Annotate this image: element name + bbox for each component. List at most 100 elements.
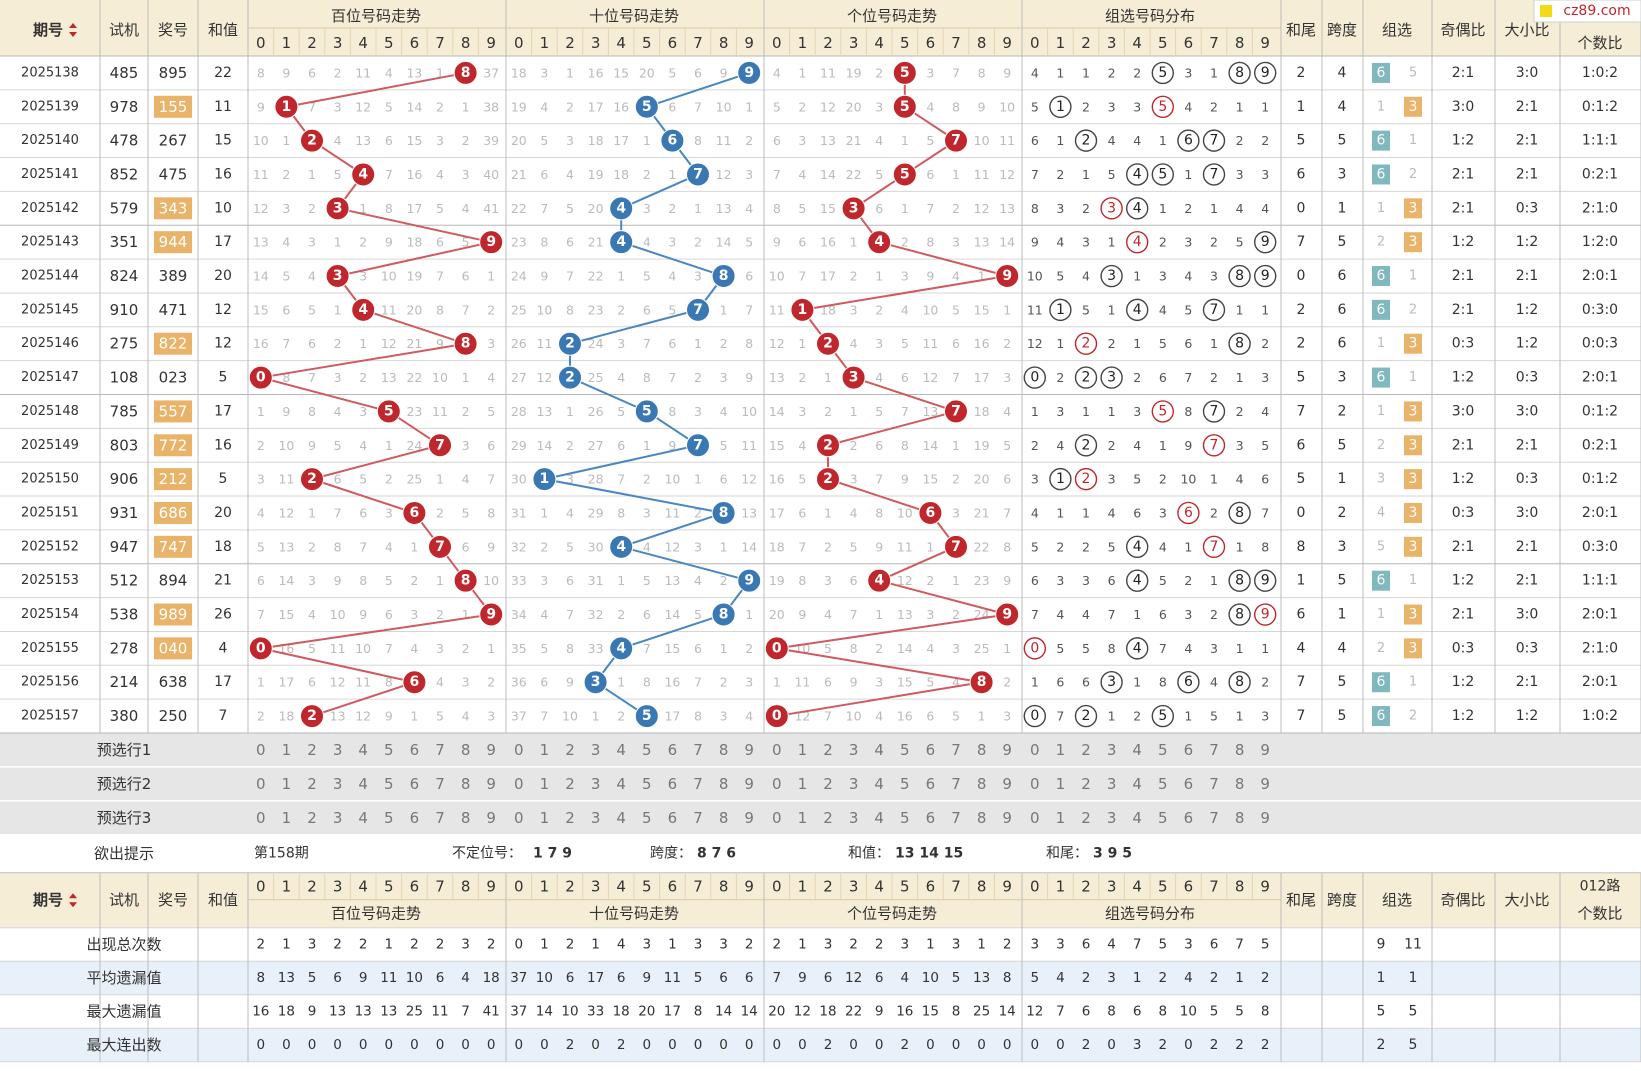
preselect-digit[interactable]: 1	[282, 809, 292, 827]
preselect-digit[interactable]: 3	[849, 809, 859, 827]
preselect-digit[interactable]: 9	[744, 775, 754, 793]
preselect-digit[interactable]: 4	[1132, 775, 1142, 793]
preselect-digit[interactable]: 6	[926, 809, 936, 827]
preselect-digit[interactable]: 5	[900, 775, 910, 793]
preselect-digit[interactable]: 2	[823, 741, 833, 759]
preselect-digit[interactable]: 5	[1158, 741, 1168, 759]
preselect-digit[interactable]: 6	[926, 741, 936, 759]
preselect-digit[interactable]: 0	[256, 809, 266, 827]
preselect-digit[interactable]: 2	[307, 809, 317, 827]
preselect-digit[interactable]: 2	[823, 809, 833, 827]
preselect-digit[interactable]: 3	[849, 741, 859, 759]
preselect-digit[interactable]: 1	[798, 809, 808, 827]
preselect-digit[interactable]: 2	[565, 775, 575, 793]
preselect-digit[interactable]: 3	[1107, 775, 1117, 793]
preselect-digit[interactable]: 1	[1056, 809, 1066, 827]
preselect-digit[interactable]: 3	[333, 741, 343, 759]
preselect-digit[interactable]: 8	[977, 775, 987, 793]
preselect-digit[interactable]: 5	[642, 809, 652, 827]
preselect-digit[interactable]: 3	[333, 775, 343, 793]
preselect-digit[interactable]: 8	[977, 741, 987, 759]
preselect-digit[interactable]: 4	[358, 741, 368, 759]
preselect-digit[interactable]: 4	[1132, 809, 1142, 827]
preselect-digit[interactable]: 7	[693, 775, 703, 793]
preselect-digit[interactable]: 9	[1002, 775, 1012, 793]
preselect-digit[interactable]: 6	[1184, 741, 1194, 759]
sort-down-icon[interactable]	[69, 32, 77, 37]
preselect-digit[interactable]: 8	[719, 741, 729, 759]
preselect-digit[interactable]: 7	[435, 809, 445, 827]
preselect-digit[interactable]: 9	[486, 741, 496, 759]
preselect-digit[interactable]: 9	[1260, 775, 1270, 793]
preselect-digit[interactable]: 1	[540, 809, 550, 827]
preselect-digit[interactable]: 7	[435, 775, 445, 793]
preselect-digit[interactable]: 3	[1107, 809, 1117, 827]
preselect-digit[interactable]: 6	[410, 809, 420, 827]
preselect-digit[interactable]: 1	[798, 775, 808, 793]
preselect-digit[interactable]: 0	[256, 741, 266, 759]
preselect-digit[interactable]: 2	[565, 741, 575, 759]
preselect-digit[interactable]: 9	[486, 775, 496, 793]
preselect-digit[interactable]: 6	[926, 775, 936, 793]
sort-down-icon[interactable]	[69, 902, 77, 908]
preselect-digit[interactable]: 5	[1158, 809, 1168, 827]
preselect-digit[interactable]: 7	[951, 741, 961, 759]
preselect-digit[interactable]: 8	[719, 809, 729, 827]
preselect-digit[interactable]: 1	[282, 741, 292, 759]
preselect-digit[interactable]: 2	[565, 809, 575, 827]
preselect-digit[interactable]: 8	[1235, 775, 1245, 793]
preselect-digit[interactable]: 1	[1056, 775, 1066, 793]
preselect-digit[interactable]: 0	[514, 809, 524, 827]
preselect-digit[interactable]: 8	[1235, 809, 1245, 827]
preselect-digit[interactable]: 3	[849, 775, 859, 793]
preselect-digit[interactable]: 8	[461, 809, 471, 827]
preselect-digit[interactable]: 4	[874, 809, 884, 827]
sort-up-icon[interactable]	[69, 23, 77, 28]
preselect-digit[interactable]: 9	[486, 809, 496, 827]
preselect-digit[interactable]: 6	[410, 741, 420, 759]
preselect-digit[interactable]: 9	[744, 741, 754, 759]
preselect-digit[interactable]: 8	[461, 741, 471, 759]
preselect-digit[interactable]: 1	[540, 775, 550, 793]
preselect-digit[interactable]: 4	[616, 775, 626, 793]
preselect-digit[interactable]: 7	[693, 741, 703, 759]
preselect-digit[interactable]: 1	[798, 741, 808, 759]
preselect-digit[interactable]: 9	[1002, 809, 1012, 827]
preselect-digit[interactable]: 4	[616, 809, 626, 827]
preselect-digit[interactable]: 0	[772, 809, 782, 827]
preselect-digit[interactable]: 6	[1184, 775, 1194, 793]
preselect-digit[interactable]: 3	[333, 809, 343, 827]
preselect-digit[interactable]: 0	[1030, 809, 1040, 827]
preselect-digit[interactable]: 8	[461, 775, 471, 793]
preselect-digit[interactable]: 2	[1081, 809, 1091, 827]
preselect-digit[interactable]: 8	[977, 809, 987, 827]
preselect-digit[interactable]: 7	[1209, 741, 1219, 759]
preselect-digit[interactable]: 5	[384, 775, 394, 793]
preselect-digit[interactable]: 7	[951, 809, 961, 827]
preselect-digit[interactable]: 7	[693, 809, 703, 827]
preselect-digit[interactable]: 4	[874, 741, 884, 759]
preselect-digit[interactable]: 0	[514, 775, 524, 793]
preselect-digit[interactable]: 7	[1209, 809, 1219, 827]
preselect-digit[interactable]: 1	[282, 775, 292, 793]
preselect-digit[interactable]: 8	[719, 775, 729, 793]
preselect-digit[interactable]: 3	[1107, 741, 1117, 759]
preselect-digit[interactable]: 2	[823, 775, 833, 793]
preselect-digit[interactable]: 7	[435, 741, 445, 759]
preselect-digit[interactable]: 0	[256, 775, 266, 793]
preselect-digit[interactable]: 1	[1056, 741, 1066, 759]
preselect-digit[interactable]: 0	[1030, 775, 1040, 793]
preselect-digit[interactable]: 6	[1184, 809, 1194, 827]
preselect-digit[interactable]: 6	[668, 741, 678, 759]
preselect-digit[interactable]: 5	[900, 809, 910, 827]
preselect-digit[interactable]: 7	[1209, 775, 1219, 793]
preselect-digit[interactable]: 5	[642, 741, 652, 759]
preselect-digit[interactable]: 0	[514, 741, 524, 759]
preselect-digit[interactable]: 2	[1081, 741, 1091, 759]
preselect-digit[interactable]: 4	[1132, 741, 1142, 759]
preselect-digit[interactable]: 5	[1158, 775, 1168, 793]
preselect-digit[interactable]: 5	[642, 775, 652, 793]
preselect-digit[interactable]: 5	[384, 741, 394, 759]
preselect-digit[interactable]: 4	[874, 775, 884, 793]
preselect-digit[interactable]: 6	[668, 809, 678, 827]
